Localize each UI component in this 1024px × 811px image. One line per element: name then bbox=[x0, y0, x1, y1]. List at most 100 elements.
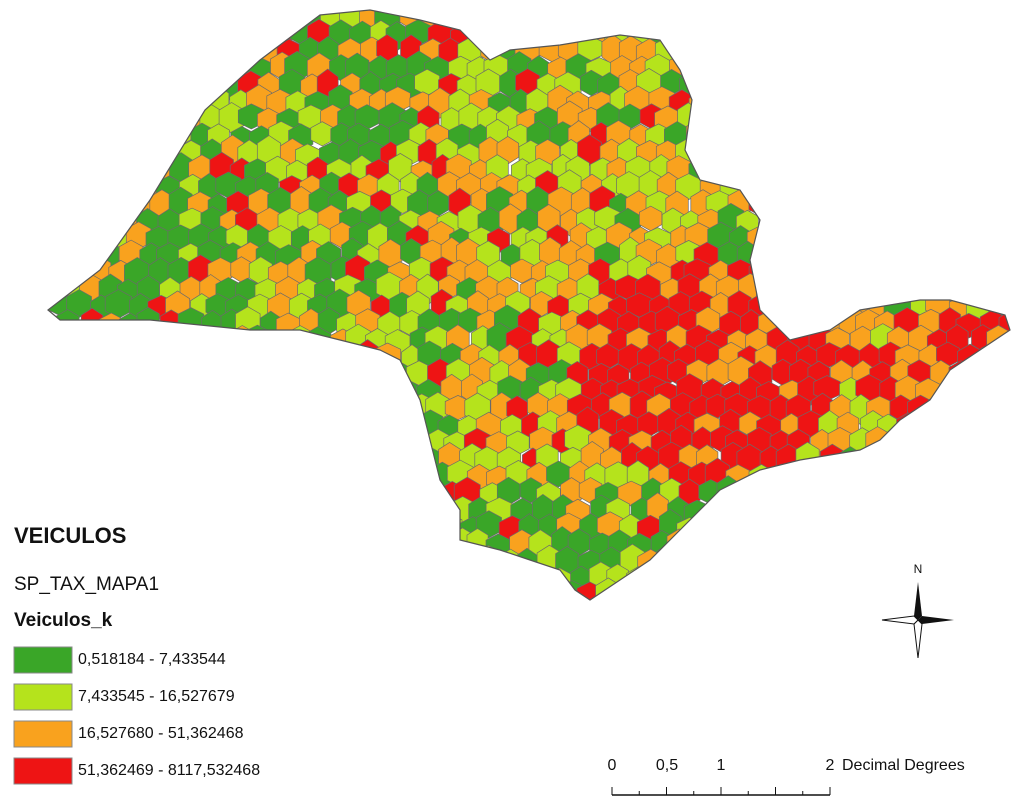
municipality bbox=[87, 155, 109, 184]
municipality bbox=[120, 380, 143, 407]
municipality bbox=[759, 514, 781, 543]
municipality bbox=[788, 602, 813, 627]
municipality bbox=[721, 72, 743, 98]
municipality bbox=[270, 601, 292, 627]
municipality bbox=[836, 274, 858, 305]
municipality bbox=[389, 563, 412, 592]
municipality bbox=[358, 408, 383, 439]
municipality bbox=[70, 152, 96, 183]
municipality bbox=[209, 427, 235, 452]
municipality bbox=[962, 243, 984, 271]
municipality bbox=[787, 463, 811, 491]
municipality bbox=[178, 482, 200, 509]
municipality bbox=[437, 514, 462, 538]
municipality bbox=[259, 377, 283, 404]
municipality bbox=[0, 73, 20, 104]
municipality bbox=[769, 158, 796, 184]
municipality bbox=[0, 155, 12, 185]
municipality bbox=[31, 326, 55, 355]
municipality bbox=[150, 124, 175, 154]
municipality bbox=[394, 481, 421, 506]
municipality bbox=[179, 38, 205, 67]
municipality bbox=[979, 105, 1001, 135]
municipality bbox=[38, 142, 64, 166]
municipality bbox=[168, 328, 194, 357]
municipality bbox=[797, 278, 823, 306]
municipality bbox=[789, 189, 810, 219]
municipality bbox=[570, 0, 595, 17]
municipality bbox=[167, 87, 191, 117]
municipality bbox=[57, 208, 80, 235]
municipality bbox=[130, 123, 155, 148]
municipality bbox=[587, 0, 610, 14]
municipality bbox=[309, 594, 332, 625]
municipality bbox=[908, 123, 933, 150]
municipality bbox=[887, 563, 912, 592]
municipality bbox=[820, 110, 846, 135]
municipality bbox=[920, 105, 945, 130]
municipality bbox=[906, 459, 931, 488]
municipality bbox=[1, 308, 23, 339]
municipality bbox=[904, 88, 930, 118]
municipality bbox=[8, 327, 29, 355]
municipality bbox=[0, 492, 11, 523]
municipality bbox=[88, 326, 113, 354]
municipality bbox=[869, 225, 891, 250]
municipality bbox=[387, 531, 408, 559]
municipality bbox=[331, 392, 354, 418]
municipality bbox=[999, 377, 1023, 401]
municipality bbox=[781, 209, 804, 237]
municipality bbox=[510, 17, 533, 47]
municipality bbox=[238, 375, 261, 401]
municipality bbox=[318, 582, 343, 608]
municipality bbox=[760, 207, 783, 235]
municipality bbox=[207, 0, 230, 13]
municipality bbox=[370, 597, 394, 621]
municipality bbox=[100, 443, 123, 474]
municipality bbox=[927, 429, 948, 459]
municipality bbox=[71, 56, 95, 84]
municipality bbox=[68, 392, 91, 422]
municipality bbox=[17, 2, 41, 31]
municipality bbox=[887, 54, 911, 80]
municipality bbox=[894, 177, 920, 202]
municipality bbox=[300, 481, 321, 507]
municipality bbox=[791, 227, 814, 253]
municipality bbox=[265, 564, 291, 590]
municipality bbox=[654, 2, 680, 26]
municipality bbox=[126, 464, 151, 491]
municipality bbox=[779, 68, 805, 98]
municipality bbox=[716, 511, 742, 537]
municipality bbox=[0, 549, 24, 574]
municipality bbox=[130, 498, 153, 526]
municipality bbox=[269, 464, 292, 489]
municipality bbox=[928, 19, 954, 50]
municipality bbox=[106, 363, 129, 390]
municipality bbox=[826, 599, 852, 628]
municipality bbox=[1015, 480, 1024, 511]
municipality bbox=[87, 425, 111, 456]
municipality bbox=[150, 397, 173, 422]
municipality bbox=[0, 124, 13, 152]
municipality bbox=[297, 443, 321, 469]
municipality bbox=[165, 57, 189, 82]
municipality bbox=[987, 500, 1013, 525]
municipality bbox=[672, 0, 694, 12]
municipality bbox=[88, 122, 111, 147]
municipality bbox=[38, 240, 63, 266]
municipality bbox=[38, 3, 64, 33]
municipality bbox=[97, 141, 121, 167]
municipality bbox=[695, 6, 720, 33]
municipality bbox=[109, 122, 132, 153]
municipality bbox=[271, 499, 295, 524]
municipality bbox=[309, 393, 332, 418]
municipality bbox=[967, 120, 988, 147]
municipality bbox=[386, 460, 409, 487]
municipality bbox=[810, 294, 836, 323]
municipality bbox=[41, 342, 62, 368]
municipality bbox=[226, 394, 251, 422]
municipality bbox=[1008, 358, 1024, 387]
municipality bbox=[900, 584, 926, 610]
municipality bbox=[342, 413, 364, 437]
municipality bbox=[65, 125, 90, 150]
